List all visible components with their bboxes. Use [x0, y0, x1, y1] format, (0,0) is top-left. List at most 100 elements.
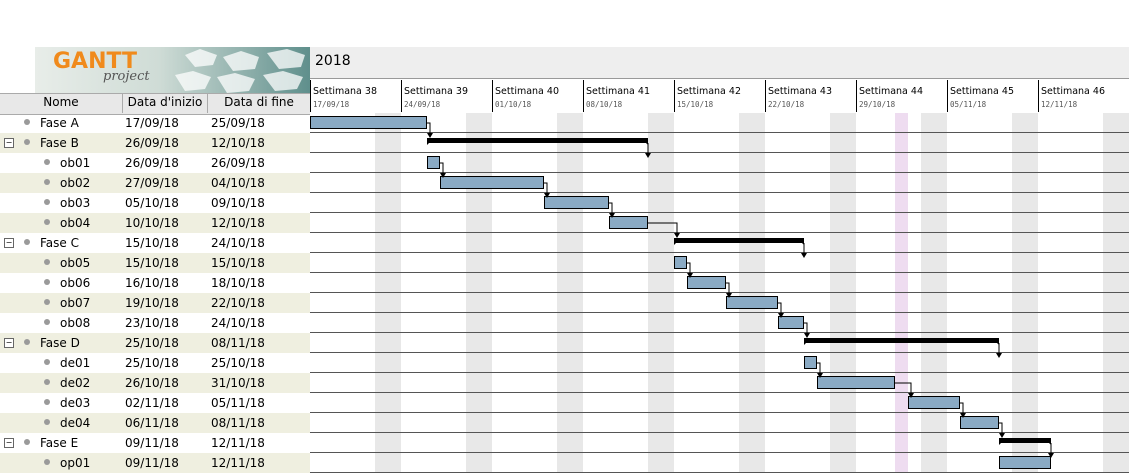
task-name: Fase A [40, 116, 79, 130]
task-row[interactable]: − Fase D 25/10/18 08/11/18 [0, 333, 310, 353]
task-row[interactable]: de03 02/11/18 05/11/18 [0, 393, 310, 413]
task-row[interactable]: − Fase C 15/10/18 24/10/18 [0, 233, 310, 253]
task-start-date: 09/11/18 [125, 436, 179, 450]
task-row[interactable]: de02 26/10/18 31/10/18 [0, 373, 310, 393]
task-bar[interactable] [427, 156, 440, 169]
task-bar[interactable] [999, 456, 1051, 469]
dependency-arrow-icon [427, 133, 433, 138]
task-bar[interactable] [440, 176, 544, 189]
task-bar[interactable] [310, 116, 427, 129]
task-end-date: 25/10/18 [211, 356, 265, 370]
collapse-toggle-icon[interactable]: − [4, 338, 14, 348]
task-row[interactable]: ob04 10/10/18 12/10/18 [0, 213, 310, 233]
task-row[interactable]: Fase A 17/09/18 25/09/18 [0, 113, 310, 133]
week-header: Settimana 42 15/10/18 [674, 80, 765, 112]
task-start-date: 26/10/18 [125, 376, 179, 390]
task-bar[interactable] [960, 416, 999, 429]
summary-bar-end [1044, 438, 1051, 445]
dependency-arrow-icon [609, 213, 615, 218]
task-row[interactable]: ob01 26/09/18 26/09/18 [0, 153, 310, 173]
task-start-date: 26/09/18 [125, 136, 179, 150]
task-bullet-icon [44, 199, 50, 205]
task-bar[interactable] [687, 276, 726, 289]
task-row[interactable]: − Fase B 26/09/18 12/10/18 [0, 133, 310, 153]
dependency-line [440, 162, 444, 174]
task-name: ob07 [60, 296, 91, 310]
task-bullet-icon [44, 179, 50, 185]
week-date: 22/10/18 [768, 100, 805, 109]
task-name: ob08 [60, 316, 91, 330]
task-start-date: 26/09/18 [125, 156, 179, 170]
column-header-end[interactable]: Data di fine [224, 95, 294, 109]
collapse-toggle-icon[interactable]: − [4, 438, 14, 448]
task-bullet-icon [44, 159, 50, 165]
task-start-date: 06/11/18 [125, 416, 179, 430]
task-name: ob04 [60, 216, 91, 230]
task-row[interactable]: de01 25/10/18 25/10/18 [0, 353, 310, 373]
task-bar[interactable] [726, 296, 778, 309]
task-bar[interactable] [778, 316, 804, 329]
summary-bar[interactable] [804, 338, 999, 343]
task-start-date: 02/11/18 [125, 396, 179, 410]
dependency-line [427, 122, 431, 134]
task-bar[interactable] [908, 396, 960, 409]
task-name: de01 [60, 356, 91, 370]
gantt-chart-area[interactable] [310, 113, 1129, 473]
task-row[interactable]: ob08 23/10/18 24/10/18 [0, 313, 310, 333]
task-row[interactable]: ob03 05/10/18 09/10/18 [0, 193, 310, 213]
dependency-arrow-icon [801, 253, 807, 258]
week-date: 29/10/18 [859, 100, 896, 109]
week-date: 08/10/18 [586, 100, 623, 109]
week-label: Settimana 42 [677, 86, 741, 97]
week-date: 01/10/18 [495, 100, 532, 109]
task-row[interactable]: ob06 16/10/18 18/10/18 [0, 273, 310, 293]
dependency-line [648, 222, 678, 234]
column-divider[interactable] [207, 94, 208, 113]
task-end-date: 25/09/18 [211, 116, 265, 130]
dependency-line [804, 322, 808, 334]
task-end-date: 26/09/18 [211, 156, 265, 170]
column-divider[interactable] [122, 94, 123, 113]
task-row[interactable]: ob05 15/10/18 15/10/18 [0, 253, 310, 273]
task-row[interactable]: ob02 27/09/18 04/10/18 [0, 173, 310, 193]
task-end-date: 22/10/18 [211, 296, 265, 310]
summary-bar[interactable] [999, 438, 1051, 443]
task-bar[interactable] [544, 196, 609, 209]
summary-bar[interactable] [674, 238, 804, 243]
task-bar[interactable] [817, 376, 895, 389]
task-name: ob06 [60, 276, 91, 290]
task-row[interactable]: ob07 19/10/18 22/10/18 [0, 293, 310, 313]
task-bullet-icon [44, 379, 50, 385]
summary-bar[interactable] [427, 138, 648, 143]
task-bullet-icon [44, 279, 50, 285]
dependency-arrow-icon [544, 193, 550, 198]
week-label: Settimana 39 [404, 86, 468, 97]
task-end-date: 24/10/18 [211, 236, 265, 250]
week-date: 15/10/18 [677, 100, 714, 109]
collapse-toggle-icon[interactable]: − [4, 138, 14, 148]
dependency-line [999, 422, 1003, 434]
task-row[interactable]: de04 06/11/18 08/11/18 [0, 413, 310, 433]
dependency-arrow-icon [960, 413, 966, 418]
dependency-arrow-icon [908, 393, 914, 398]
task-bar[interactable] [674, 256, 687, 269]
dependency-arrow-icon [687, 273, 693, 278]
task-end-date: 12/10/18 [211, 216, 265, 230]
task-row[interactable]: − Fase E 09/11/18 12/11/18 [0, 433, 310, 453]
task-bar[interactable] [609, 216, 648, 229]
task-name: de03 [60, 396, 91, 410]
week-label: Settimana 46 [1041, 86, 1105, 97]
week-date: 24/09/18 [404, 100, 441, 109]
column-header-start[interactable]: Data d'inizio [127, 95, 203, 109]
task-end-date: 04/10/18 [211, 176, 265, 190]
dependency-line [817, 362, 821, 374]
collapse-toggle-icon[interactable]: − [4, 238, 14, 248]
task-bullet-icon [24, 139, 30, 145]
week-date: 17/09/18 [313, 100, 350, 109]
week-label: Settimana 45 [950, 86, 1014, 97]
task-row[interactable]: op01 09/11/18 12/11/18 [0, 453, 310, 473]
dependency-arrow-icon [778, 313, 784, 318]
column-header-name[interactable]: Nome [43, 95, 79, 109]
summary-bar-start [804, 338, 811, 345]
task-bar[interactable] [804, 356, 817, 369]
